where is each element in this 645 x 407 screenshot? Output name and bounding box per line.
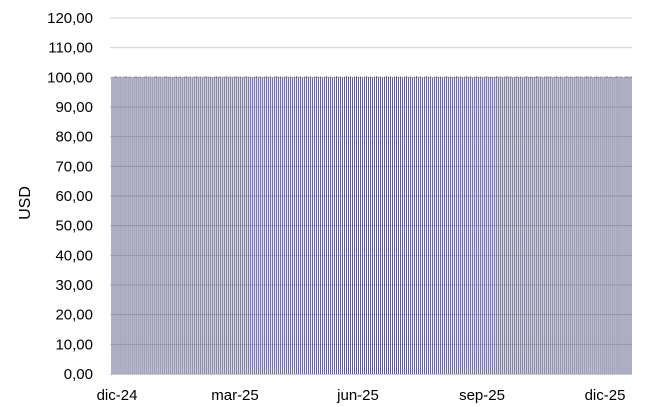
y-tick-label: 60,00 <box>55 188 93 205</box>
y-tick-label: 100,00 <box>47 69 93 86</box>
y-tick-label: 70,00 <box>55 158 93 175</box>
x-tick-label: jun-25 <box>336 387 379 404</box>
y-tick-label: 90,00 <box>55 99 93 116</box>
y-tick-labels: 0,00 10,00 20,00 30,00 40,00 50,00 60,00 70,00 8… <box>47 10 93 383</box>
y-tick-label: 110,00 <box>48 40 93 57</box>
y-tick-label: 120,00 <box>47 10 93 27</box>
bar-series <box>111 76 632 374</box>
y-tick-label: 30,00 <box>55 277 93 294</box>
x-tick-label: mar-25 <box>211 387 259 404</box>
y-tick-label: 10,00 <box>55 336 93 353</box>
y-tick-label: 50,00 <box>55 218 93 235</box>
y-axis-title: USD <box>17 186 34 220</box>
y-tick-label: 40,00 <box>55 247 93 264</box>
x-tick-label: dic-24 <box>97 387 138 404</box>
x-tick-label: dic-25 <box>585 387 626 404</box>
y-tick-label: 0,00 <box>64 366 93 383</box>
x-tick-labels: dic-24 mar-25 jun-25 sep-25 dic-25 <box>97 387 626 404</box>
y-tick-label: 20,00 <box>55 307 93 324</box>
x-tick-label: sep-25 <box>459 387 505 404</box>
y-tick-label: 80,00 <box>55 129 93 146</box>
